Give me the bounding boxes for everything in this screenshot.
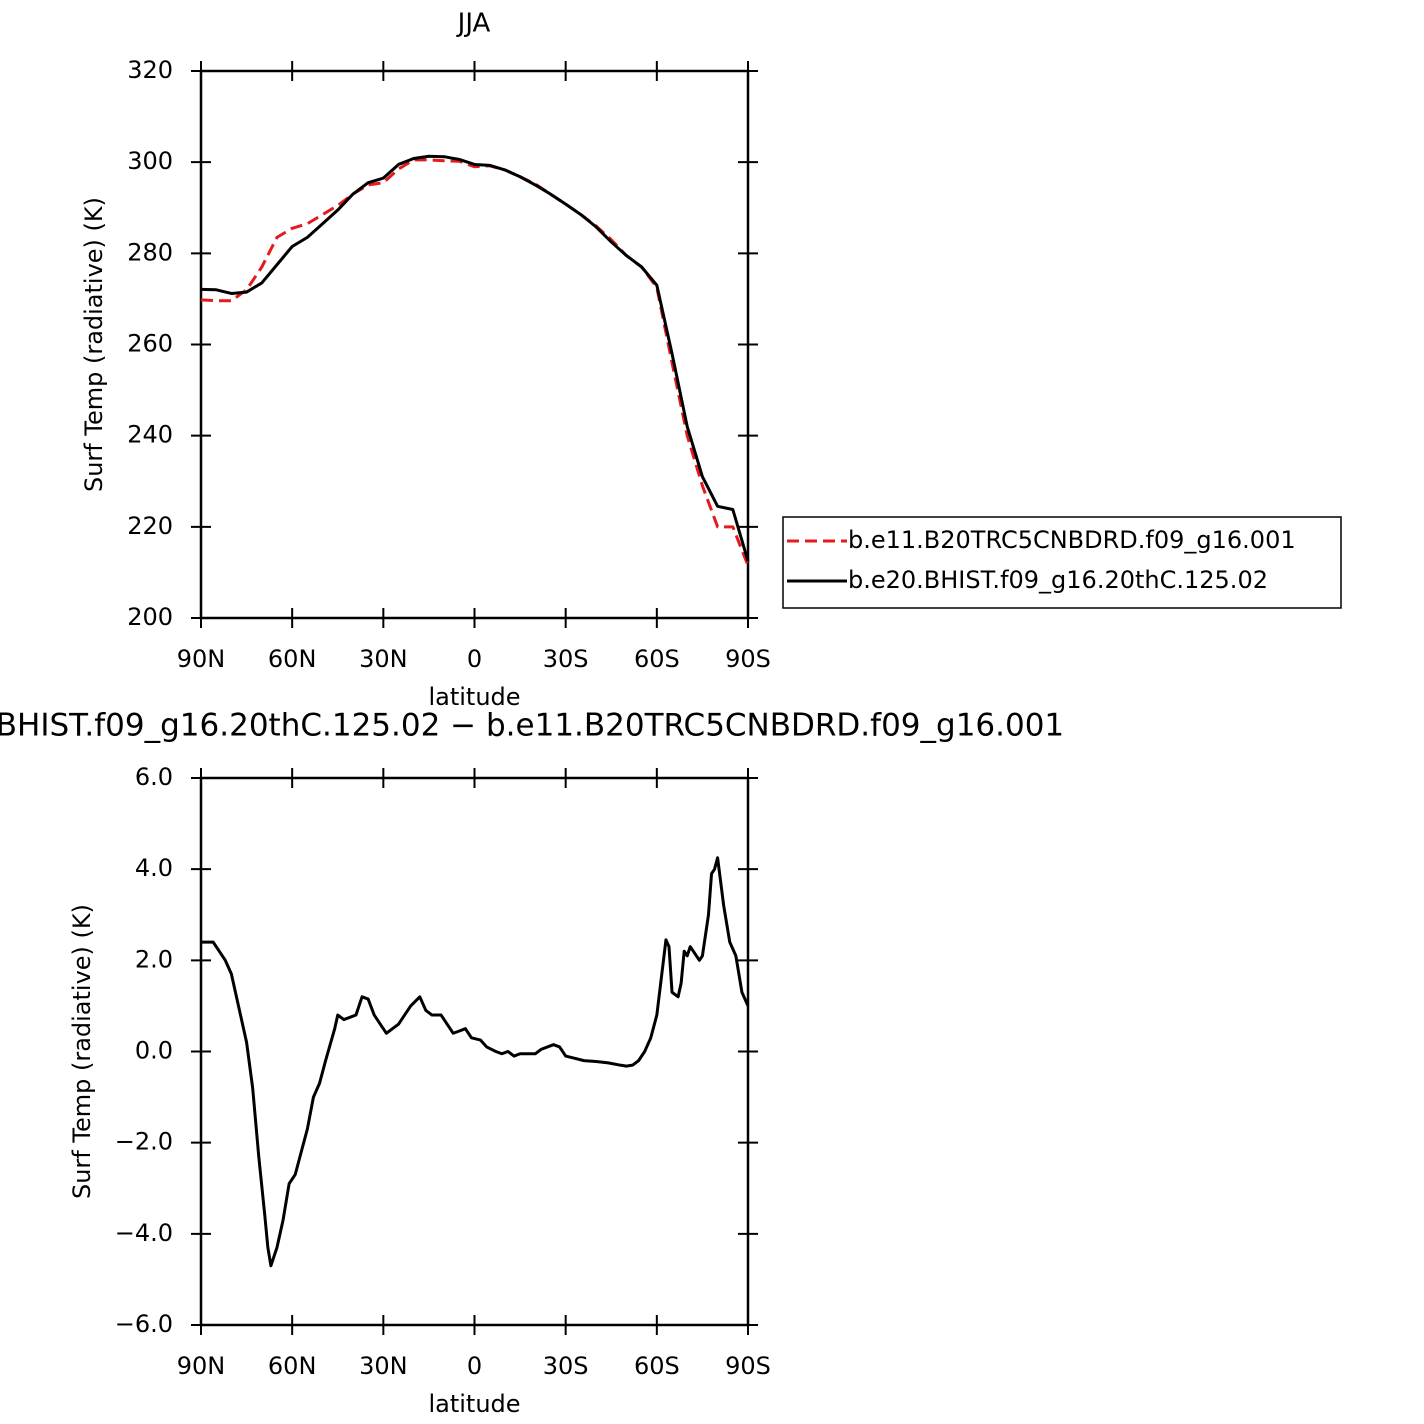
x-tick-label: 90N xyxy=(177,645,226,673)
y-tick-label: −6.0 xyxy=(115,1310,173,1338)
chart-title: JJA xyxy=(456,9,491,39)
chart-title: b.e20.BHIST.f09_g16.20thC.125.02 − b.e11… xyxy=(0,708,1064,744)
x-tick-label: 60S xyxy=(634,645,680,673)
x-tick-label: 30S xyxy=(543,645,589,673)
y-tick-label: 4.0 xyxy=(135,854,173,882)
x-tick-label: 30S xyxy=(543,1352,589,1380)
x-tick-label: 60N xyxy=(268,645,317,673)
legend-box xyxy=(782,516,1342,609)
y-tick-label: −4.0 xyxy=(115,1219,173,1247)
x-tick-label: 60S xyxy=(634,1352,680,1380)
y-tick-label: 300 xyxy=(127,147,173,175)
y-axis-label: Surf Temp (radiative) (K) xyxy=(68,904,96,1199)
x-tick-label: 30N xyxy=(359,645,408,673)
y-tick-label: 2.0 xyxy=(135,945,173,973)
x-tick-label: 90N xyxy=(177,1352,226,1380)
y-tick-label: 240 xyxy=(127,421,173,449)
x-axis-label: latitude xyxy=(428,683,520,711)
data-line xyxy=(200,154,750,562)
x-tick-label: 60N xyxy=(268,1352,317,1380)
plot-frame xyxy=(199,69,750,620)
x-tick-label: 90S xyxy=(725,645,771,673)
x-axis-label: latitude xyxy=(428,1390,520,1418)
x-tick-label: 0 xyxy=(467,645,482,673)
y-tick-label: 200 xyxy=(127,603,173,631)
y-tick-label: 280 xyxy=(127,238,173,266)
data-line xyxy=(200,158,750,567)
y-tick-label: 6.0 xyxy=(135,763,173,791)
y-axis-label: Surf Temp (radiative) (K) xyxy=(80,197,108,492)
x-tick-label: 0 xyxy=(467,1352,482,1380)
legend-label: b.e11.B20TRC5CNBDRD.f09_g16.001 xyxy=(848,526,1296,554)
y-tick-label: 260 xyxy=(127,330,173,358)
x-tick-label: 30N xyxy=(359,1352,408,1380)
y-tick-label: −2.0 xyxy=(115,1128,173,1156)
y-tick-label: 320 xyxy=(127,56,173,84)
y-tick-label: 220 xyxy=(127,512,173,540)
data-line xyxy=(201,856,750,1268)
x-tick-label: 90S xyxy=(725,1352,771,1380)
y-tick-label: 0.0 xyxy=(135,1037,173,1065)
legend-label: b.e20.BHIST.f09_g16.20thC.125.02 xyxy=(848,566,1268,594)
plot-frame xyxy=(199,776,750,1327)
